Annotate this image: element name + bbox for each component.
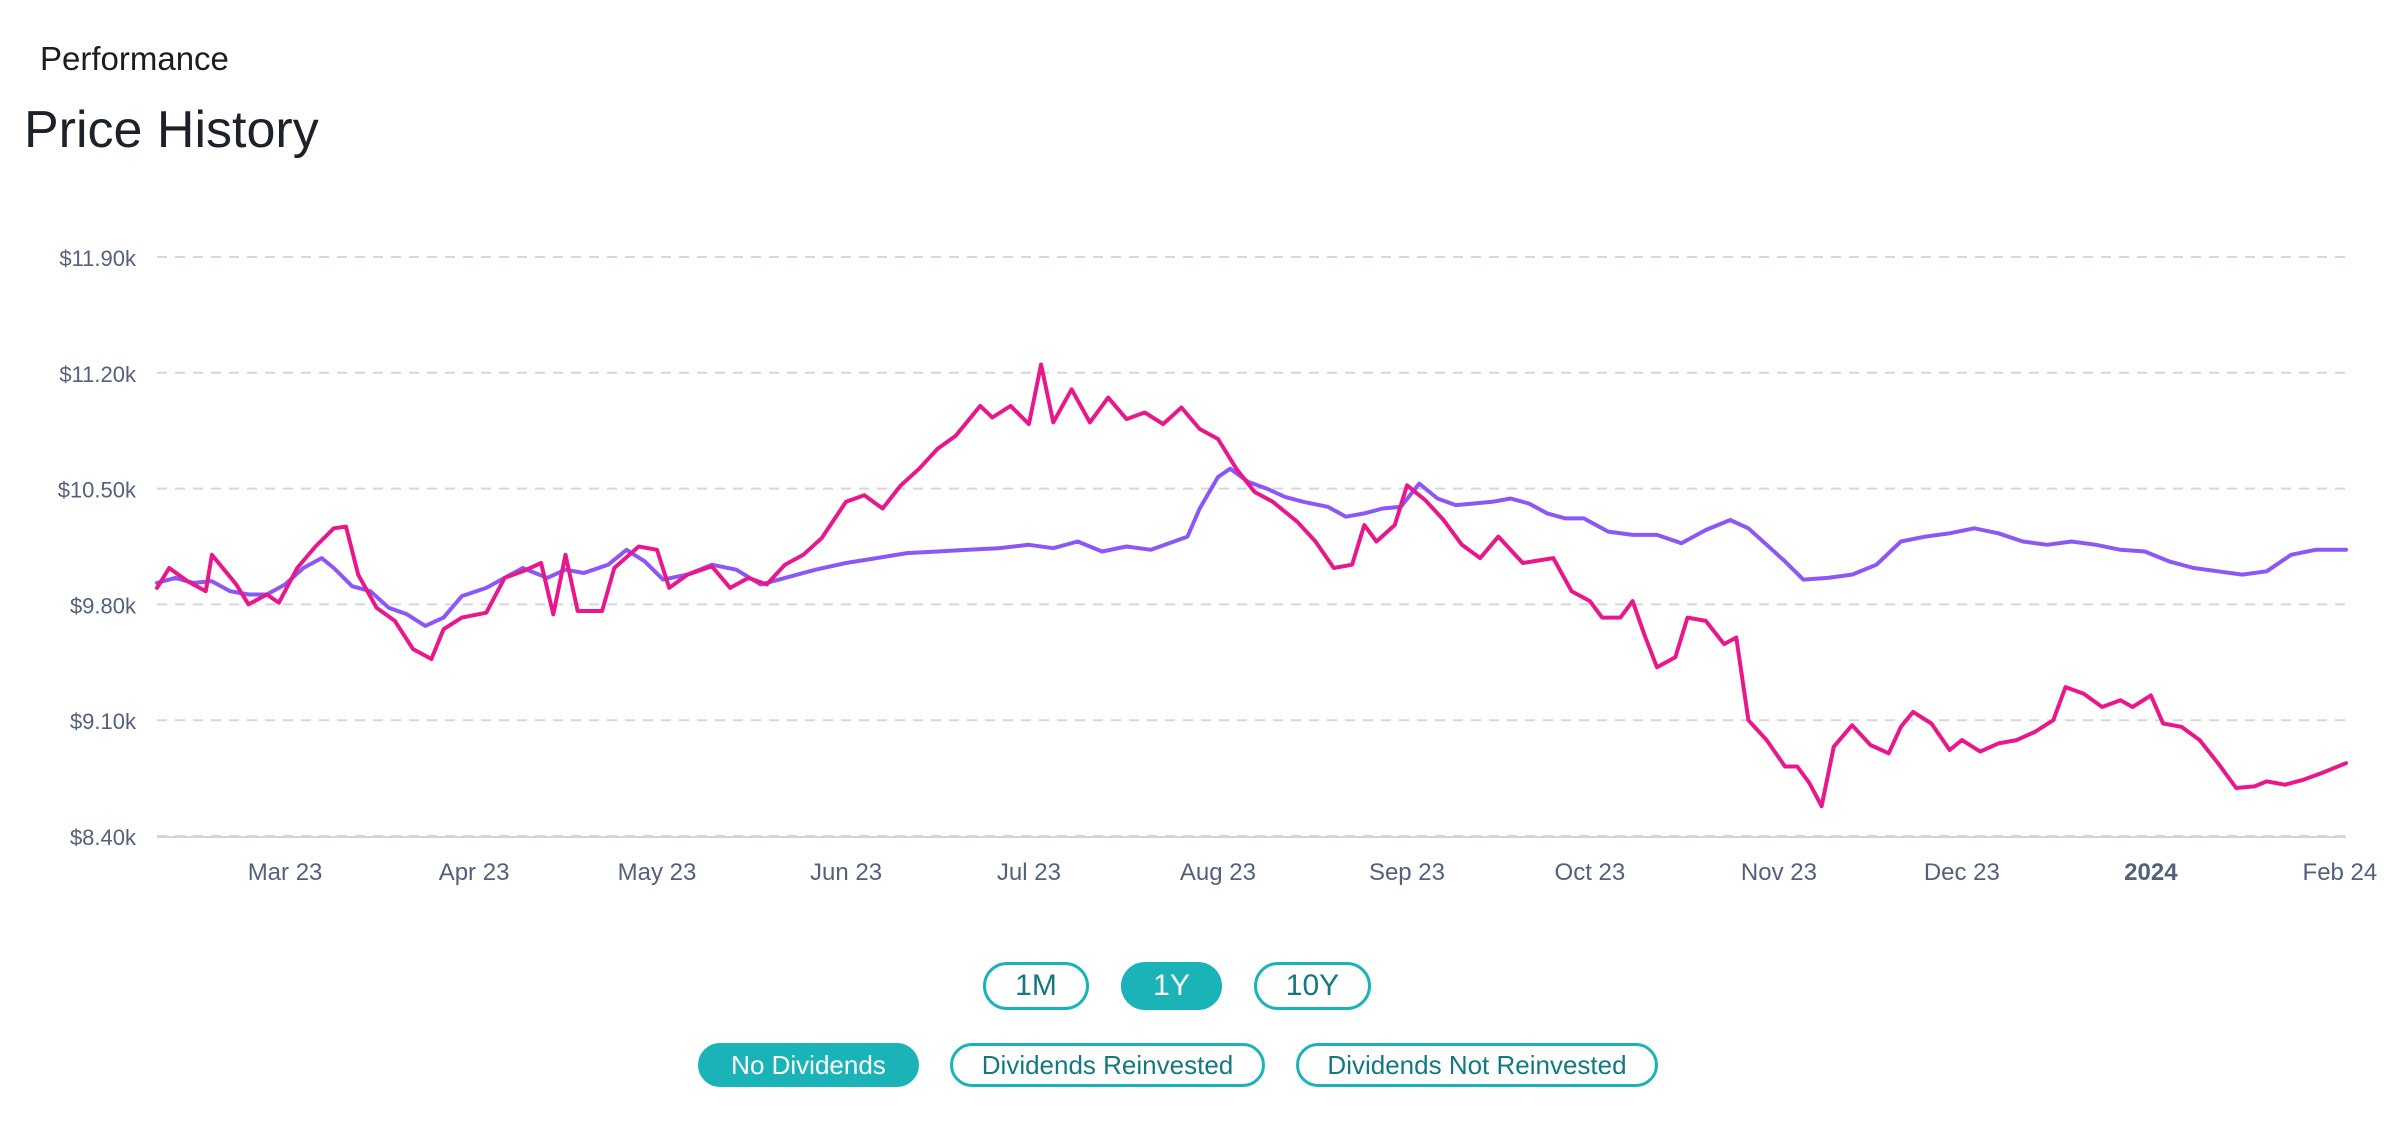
series-line-0 [155, 362, 2348, 809]
section-label: Performance [40, 40, 229, 77]
time-range-selector: 1M 1Y 10Y [0, 962, 2386, 1010]
page-title: Price History [24, 101, 319, 159]
price-history-chart: $8.40k$9.10k$9.80k$10.50k$11.20k$11.90k … [58, 246, 2378, 886]
y-tick-label: $9.10k [70, 709, 137, 734]
y-tick-label: $11.20k [59, 362, 137, 387]
y-tick-label: $8.40k [70, 825, 137, 850]
x-tick-label: Aug 23 [1180, 859, 1256, 886]
x-tick-label: May 23 [618, 859, 697, 886]
x-tick-label: Jun 23 [810, 859, 882, 886]
y-tick-label: $11.90k [59, 246, 137, 271]
series-line-1 [155, 466, 2348, 628]
grid-lines [157, 256, 2346, 838]
x-axis-ticks: Mar 23 Apr 23 May 23 Jun 23 Jul 23 Aug 23 Sep … [248, 859, 2378, 886]
y-tick-label: $10.50k [58, 478, 137, 503]
x-tick-label: Oct 23 [1555, 859, 1626, 886]
x-tick-label: 2024 [2124, 859, 2178, 886]
x-tick-label: Nov 23 [1741, 859, 1817, 886]
y-tick-label: $9.80k [70, 593, 137, 618]
dividend-mode-selector: No Dividends Dividends Reinvested Divide… [0, 1043, 2386, 1091]
range-1m-button[interactable]: 1M [983, 962, 1089, 1010]
dividends-not-reinvested-button[interactable]: Dividends Not Reinvested [1296, 1043, 1658, 1087]
range-1y-button[interactable]: 1Y [1121, 962, 1222, 1010]
x-tick-label: Sep 23 [1369, 859, 1445, 886]
dividends-reinvested-button[interactable]: Dividends Reinvested [950, 1043, 1265, 1087]
x-tick-label: Mar 23 [248, 859, 323, 886]
range-10y-button[interactable]: 10Y [1254, 962, 1371, 1010]
no-dividends-button[interactable]: No Dividends [698, 1043, 919, 1087]
x-tick-label: Dec 23 [1924, 859, 2000, 886]
y-axis-ticks: $8.40k $9.10k $9.80k $10.50k $11.20k $11.90k [58, 246, 137, 850]
x-tick-label: Jul 23 [997, 859, 1061, 886]
series-lines [155, 362, 2348, 809]
x-tick-label: Apr 23 [439, 859, 510, 886]
x-tick-label: Feb 24 [2303, 859, 2378, 886]
